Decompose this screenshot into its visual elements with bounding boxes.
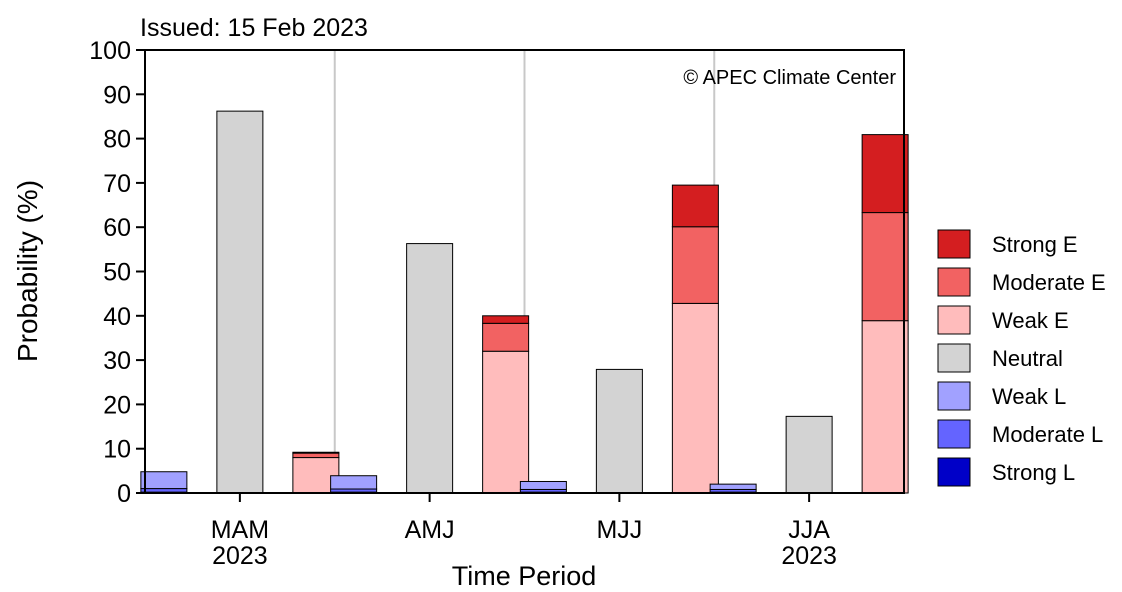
bars (140, 110, 909, 494)
y-tick-label: 20 (103, 391, 131, 419)
x-tick-label: JJA (788, 516, 830, 544)
legend-label: Neutral (992, 346, 1063, 371)
bar-segment (292, 452, 340, 459)
bar-segment (482, 315, 530, 324)
y-axis: 0 10 20 30 40 50 60 70 80 90 100 (89, 37, 145, 508)
legend-swatch (937, 419, 971, 449)
legend-swatch (937, 267, 971, 297)
bar-segment (519, 480, 567, 490)
x-tick-label-year: 2023 (781, 542, 837, 570)
legend-swatch (937, 381, 971, 411)
bar-segment (140, 488, 188, 493)
bar-segment (709, 483, 757, 490)
y-axis-label: Probability (%) (12, 180, 43, 362)
y-tick-label: 10 (103, 436, 131, 464)
y-tick-label: 30 (103, 347, 131, 375)
legend-label: Moderate L (992, 422, 1103, 447)
x-tick-label: AMJ (405, 516, 455, 544)
legend-swatch (937, 457, 971, 487)
y-tick-label: 90 (103, 81, 131, 109)
bar-segment (861, 320, 909, 494)
x-axis-label: Time Period (452, 561, 597, 591)
legend-label: Strong L (992, 460, 1075, 485)
legend-swatch (937, 305, 971, 335)
bar-segment (861, 212, 909, 322)
y-tick-label: 60 (103, 214, 131, 242)
bar-segment (671, 226, 719, 304)
y-tick-label: 50 (103, 259, 131, 287)
bar-segment (482, 322, 530, 352)
legend-swatch (937, 229, 971, 259)
bar-segment (785, 415, 833, 494)
bar-segment (671, 184, 719, 228)
bar-segment (671, 302, 719, 494)
legend-label: Moderate E (992, 270, 1106, 295)
bar-segment (140, 471, 188, 490)
bar-segment (216, 110, 264, 494)
y-tick-label: 100 (89, 37, 131, 65)
legend-label: Weak E (992, 308, 1069, 333)
legend-swatch (937, 343, 971, 373)
legend-label: Weak L (992, 384, 1066, 409)
bar-segment (482, 350, 530, 494)
bar-segment (292, 451, 340, 454)
watermark: © APEC Climate Center (683, 67, 896, 89)
bar-segment (406, 243, 454, 494)
legend-label: Strong E (992, 232, 1078, 257)
x-tick-label: MJJ (596, 516, 642, 544)
y-tick-label: 40 (103, 303, 131, 331)
bar-segment (861, 134, 909, 214)
x-tick-label: MAM (211, 516, 269, 544)
legend: Strong E Moderate E Weak E Neutral Weak L Mod… (937, 229, 1106, 487)
y-tick-label: 70 (103, 170, 131, 198)
x-tick-label-year: 2023 (212, 542, 268, 570)
y-tick-label: 0 (117, 480, 131, 508)
y-tick-label: 80 (103, 126, 131, 154)
chart-title: Issued: 15 Feb 2023 (140, 14, 368, 42)
bar-segment (330, 475, 378, 490)
bar-segment (595, 368, 643, 494)
